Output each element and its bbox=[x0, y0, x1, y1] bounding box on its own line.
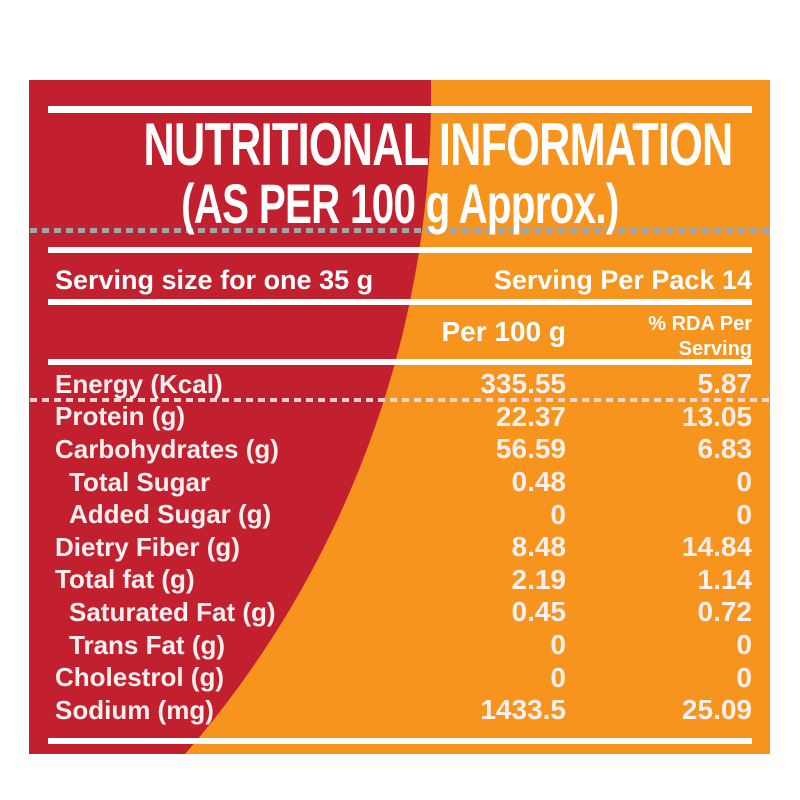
per-100g-column-header: Per 100 g bbox=[441, 316, 566, 347]
nutrient-row: Dietry Fiber (g) 8.48 14.84 bbox=[29, 531, 770, 564]
nutrient-row: Sodium (mg) 1433.5 25.09 bbox=[29, 694, 770, 727]
title-line-2: (AS PER 100 g Approx.) bbox=[180, 172, 619, 235]
nutrient-name: Dietry Fiber (g) bbox=[55, 531, 240, 562]
nutrition-label: NUTRITIONAL INFORMATION (AS PER 100 g Ap… bbox=[29, 80, 770, 754]
nutrient-name: Cholestrol (g) bbox=[55, 662, 224, 693]
nutrient-name: Sodium (mg) bbox=[55, 694, 214, 725]
nutrient-row: Trans Fat (g) 0 0 bbox=[29, 629, 770, 662]
label-title: NUTRITIONAL INFORMATION (AS PER 100 g Ap… bbox=[29, 114, 770, 232]
per-100g-value: 0 bbox=[550, 498, 566, 530]
per-100g-value: 0 bbox=[550, 661, 566, 693]
per-100g-value: 335.55 bbox=[480, 368, 566, 400]
rda-header-line-1: % RDA Per bbox=[648, 313, 752, 335]
nutrient-row: Added Sugar (g) 0 0 bbox=[29, 498, 770, 531]
bottom-rule bbox=[48, 738, 752, 744]
nutrient-row: Total Sugar 0.48 0 bbox=[29, 466, 770, 499]
rda-column-header: % RDA Per Serving bbox=[648, 312, 752, 362]
per-100g-value: 22.37 bbox=[495, 400, 566, 432]
nutrient-row: Carbohydrates (g) 56.59 6.83 bbox=[29, 433, 770, 466]
rda-per-serving-value: 6.83 bbox=[697, 433, 753, 465]
rda-per-serving-value: 14.84 bbox=[681, 531, 752, 563]
title-dashed-separator bbox=[30, 228, 769, 233]
per-100g-value: 56.59 bbox=[495, 433, 566, 465]
nutrient-name: Energy (Kcal) bbox=[55, 368, 223, 399]
serving-size-text: Serving size for one 35 g bbox=[55, 264, 374, 295]
nutrient-row: Energy (Kcal) 335.55 5.87 bbox=[29, 368, 770, 401]
serving-per-pack-text: Serving Per Pack 14 bbox=[493, 264, 752, 295]
nutrient-name: Protein (g) bbox=[55, 401, 185, 432]
nutrient-row: Total fat (g) 2.19 1.14 bbox=[29, 564, 770, 597]
rda-per-serving-value: 13.05 bbox=[681, 400, 752, 432]
top-rule bbox=[48, 106, 752, 113]
energy-dashed-separator bbox=[30, 398, 769, 402]
rda-header-line-2: Serving bbox=[678, 338, 752, 360]
nutrient-name: Total fat (g) bbox=[55, 564, 195, 595]
serving-bottom-rule bbox=[48, 299, 752, 305]
per-100g-value: 0 bbox=[550, 629, 566, 661]
table-top-rule bbox=[48, 359, 752, 365]
nutrient-row: Protein (g) 22.37 13.05 bbox=[29, 401, 770, 434]
nutrient-name: Total Sugar bbox=[69, 466, 211, 497]
nutrient-name: Added Sugar (g) bbox=[69, 499, 272, 530]
rda-per-serving-value: 1.14 bbox=[697, 563, 753, 595]
per-100g-value: 0.48 bbox=[511, 466, 567, 498]
nutrient-name: Carbohydrates (g) bbox=[55, 433, 279, 464]
rda-per-serving-value: 0 bbox=[736, 466, 752, 498]
column-headers: Per 100 g % RDA Per Serving bbox=[29, 310, 770, 362]
rda-per-serving-value: 0.72 bbox=[697, 596, 753, 628]
rda-per-serving-value: 0 bbox=[736, 661, 752, 693]
serving-top-rule bbox=[48, 247, 752, 253]
nutrient-table: Energy (Kcal) 335.55 5.87 Protein (g) 22.37 1… bbox=[29, 368, 770, 727]
nutrient-row: Saturated Fat (g) 0.45 0.72 bbox=[29, 596, 770, 629]
serving-row: Serving size for one 35 g Serving Per Pa… bbox=[29, 262, 770, 298]
per-100g-value: 2.19 bbox=[511, 563, 567, 595]
nutrient-name: Saturated Fat (g) bbox=[69, 596, 276, 627]
rda-per-serving-value: 0 bbox=[736, 498, 752, 530]
nutrient-row: Cholestrol (g) 0 0 bbox=[29, 661, 770, 694]
title-line-1: NUTRITIONAL INFORMATION bbox=[143, 111, 734, 178]
rda-per-serving-value: 0 bbox=[736, 629, 752, 661]
rda-per-serving-value: 25.09 bbox=[681, 694, 752, 726]
per-100g-value: 0.45 bbox=[511, 596, 567, 628]
per-100g-value: 8.48 bbox=[511, 531, 567, 563]
nutrient-name: Trans Fat (g) bbox=[69, 629, 226, 660]
rda-per-serving-value: 5.87 bbox=[697, 368, 753, 400]
per-100g-value: 1433.5 bbox=[480, 694, 566, 726]
